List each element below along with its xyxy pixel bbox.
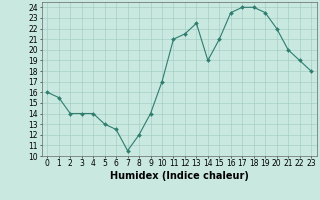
X-axis label: Humidex (Indice chaleur): Humidex (Indice chaleur): [110, 171, 249, 181]
